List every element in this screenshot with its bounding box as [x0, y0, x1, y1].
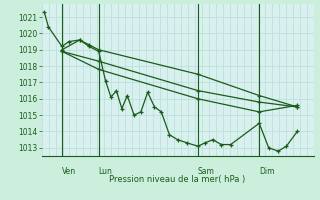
Text: Ven: Ven	[62, 167, 76, 176]
Text: Lun: Lun	[99, 167, 113, 176]
X-axis label: Pression niveau de la mer( hPa ): Pression niveau de la mer( hPa )	[109, 175, 246, 184]
Text: Sam: Sam	[198, 167, 215, 176]
Text: Dim: Dim	[259, 167, 275, 176]
